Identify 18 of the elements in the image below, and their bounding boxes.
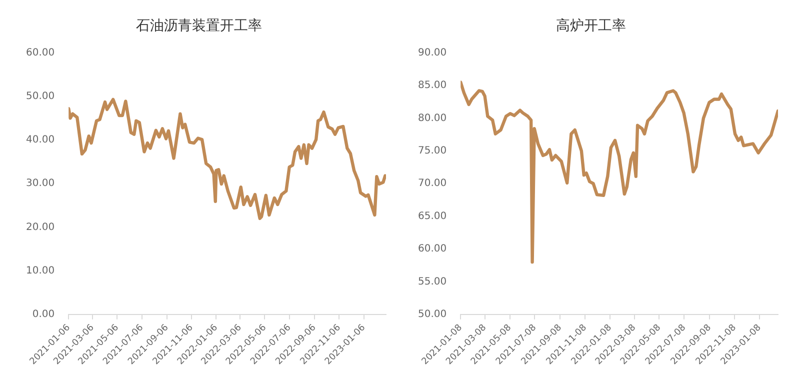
chart-title: 石油沥青装置开工率: [136, 18, 262, 34]
y-tick-label: 85.00: [418, 80, 447, 92]
y-tick-label: 10.00: [26, 265, 55, 276]
y-tick-label: 65.00: [418, 210, 447, 222]
y-tick-label: 50.00: [26, 90, 55, 102]
chart-title: 高炉开工率: [556, 18, 626, 34]
y-tick-label: 40.00: [26, 134, 55, 146]
y-tick-label: 0.00: [32, 308, 55, 320]
y-tick-label: 55.00: [418, 276, 447, 288]
y-tick-label: 30.00: [26, 178, 55, 190]
y-tick-label: 60.00: [26, 47, 55, 58]
y-tick-label: 20.00: [26, 222, 55, 233]
y-tick-label: 50.00: [418, 308, 447, 320]
y-tick-label: 75.00: [418, 145, 447, 156]
y-tick-label: 60.00: [418, 244, 447, 255]
y-tick-label: 80.00: [418, 112, 447, 124]
y-tick-label: 70.00: [418, 178, 447, 190]
y-tick-label: 90.00: [418, 47, 447, 58]
